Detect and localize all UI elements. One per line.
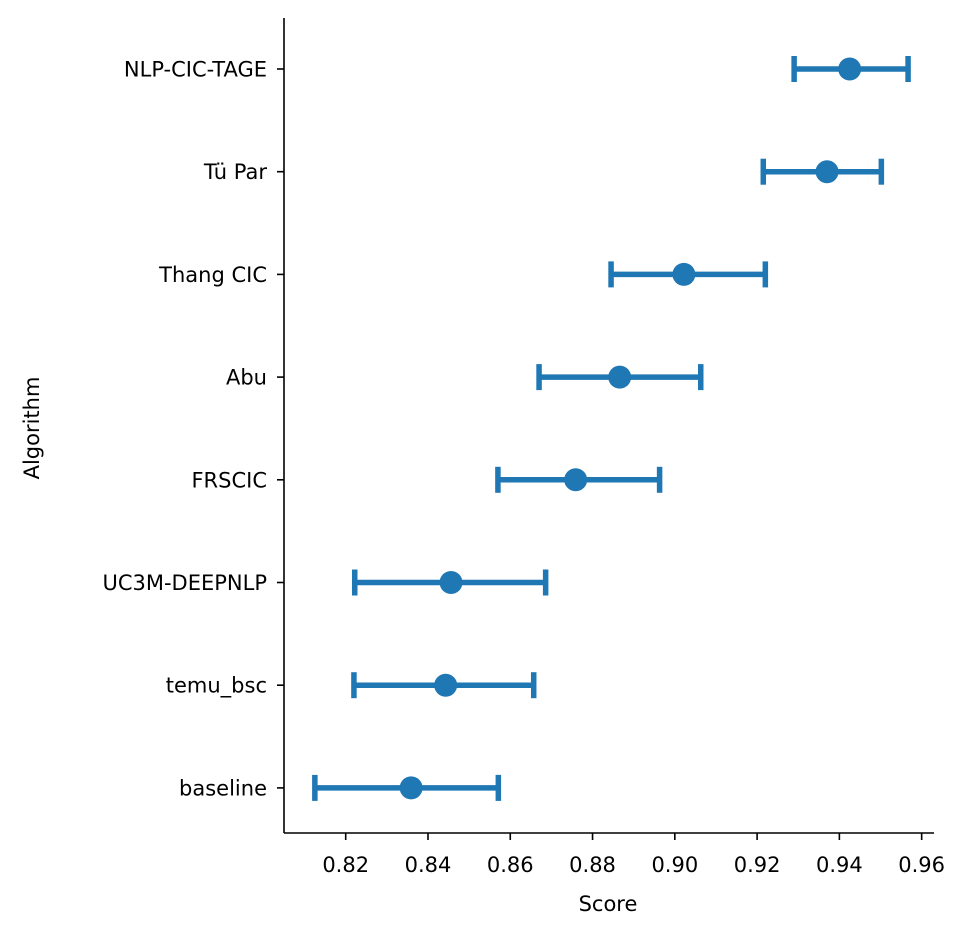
y-tick-label: baseline xyxy=(179,776,267,800)
x-tick-label: 0.86 xyxy=(487,853,534,877)
data-point xyxy=(672,262,696,286)
y-tick-label: FRSCIC xyxy=(191,468,267,492)
x-tick-label: 0.82 xyxy=(322,853,369,877)
y-tick-label: UC3M-DEEPNLP xyxy=(102,571,267,595)
y-tick-label: Tü Par xyxy=(203,160,268,184)
data-point xyxy=(439,571,463,594)
error-bar-group xyxy=(352,569,549,596)
y-tick-label: Thang CIC xyxy=(158,263,267,287)
data-point xyxy=(434,673,458,697)
x-tick-label: 0.88 xyxy=(569,853,616,877)
error-bar-group xyxy=(536,364,704,391)
x-tick-label: 0.92 xyxy=(734,853,781,877)
y-axis-title: Algorithm xyxy=(20,377,44,480)
y-tick-label: temu_bsc xyxy=(166,674,267,699)
plot-area xyxy=(312,56,911,801)
error-bar-group xyxy=(791,56,911,82)
x-tick-label: 0.96 xyxy=(898,853,945,877)
data-point xyxy=(399,776,423,800)
x-tick-label: 0.84 xyxy=(405,853,452,877)
error-bar-group xyxy=(495,466,663,493)
x-tick-label: 0.94 xyxy=(816,853,863,877)
error-bar-group xyxy=(312,774,502,801)
error-bar-group xyxy=(608,261,769,288)
y-tick-label: Abu xyxy=(226,366,267,390)
error-bar-group xyxy=(760,158,885,185)
data-point xyxy=(815,160,839,184)
data-point xyxy=(564,468,588,492)
data-point xyxy=(838,57,862,81)
x-axis: 0.82 0.84 0.86 0.88 0.90 0.92 0.94 0.96 xyxy=(284,832,945,877)
x-axis-title: Score xyxy=(579,892,638,916)
error-bar-group xyxy=(351,672,537,699)
data-point xyxy=(608,365,632,389)
y-axis: NLP-CIC-TAGE Tü Par Thang CIC Abu FRSCIC UC3M… xyxy=(102,18,285,833)
x-tick-label: 0.90 xyxy=(651,853,698,877)
y-tick-label: NLP-CIC-TAGE xyxy=(124,58,267,82)
